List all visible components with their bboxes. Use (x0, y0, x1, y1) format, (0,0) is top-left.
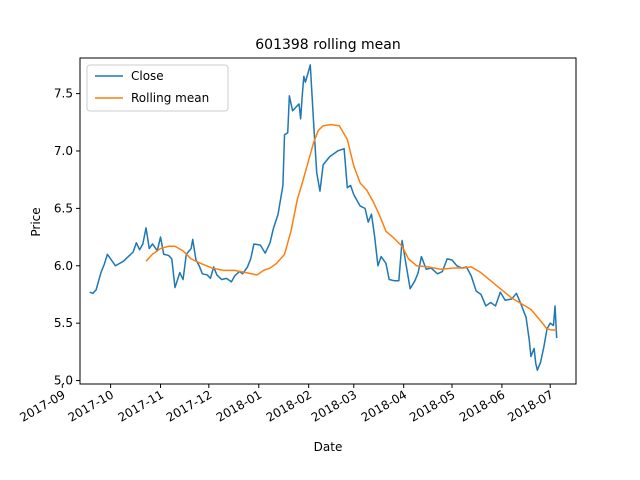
legend: Close Rolling mean (86, 64, 229, 112)
x-axis-label: Date (314, 440, 343, 454)
series-line-close (89, 64, 558, 371)
y-tick-label: 6.0 (54, 259, 73, 273)
plot-frame (79, 57, 577, 385)
y-tick-label: 5.0 (54, 374, 73, 388)
y-tick-label: 7.5 (54, 87, 73, 101)
legend-label-rolling-mean: Rolling mean (131, 91, 209, 105)
series-layer (89, 64, 558, 371)
y-axis-label: Price (29, 207, 43, 236)
chart-title: 601398 rolling mean (255, 37, 401, 53)
legend-label-close: Close (131, 69, 164, 83)
y-axis: 5.0 5.5 6.0 6.5 7.0 7.5 (54, 87, 80, 388)
y-tick-label: 7.0 (54, 144, 73, 158)
y-tick-label: 6.5 (54, 201, 73, 215)
y-tick-label: 5.5 (54, 316, 73, 330)
series-line-rolling-mean (145, 123, 557, 331)
plot-area (80, 58, 576, 384)
